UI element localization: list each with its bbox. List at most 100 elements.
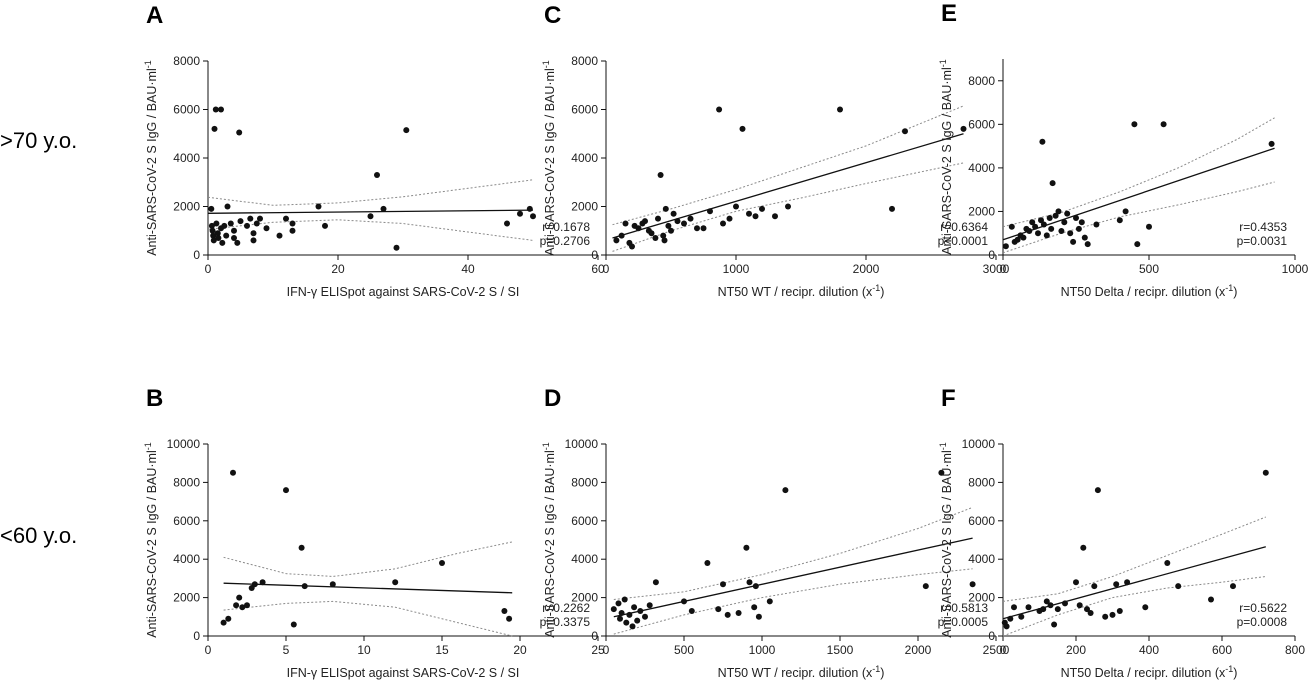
p-value: p=0.0031 <box>1237 234 1288 248</box>
y-tick-label: 6000 <box>571 103 598 117</box>
panel-letter: C <box>544 2 561 29</box>
x-axis-label: NT50 WT / recipr. dilution (x-1) <box>718 283 885 299</box>
row-label-bottom: <60 y.o. <box>0 523 77 548</box>
data-point <box>289 227 296 234</box>
x-axis-label: NT50 WT / recipr. dilution (x-1) <box>718 664 885 680</box>
data-point <box>506 615 513 622</box>
r-value: r=0.1678 <box>542 220 590 234</box>
data-point <box>439 560 445 566</box>
data-point <box>626 611 633 618</box>
data-point <box>221 222 228 229</box>
data-point <box>219 239 226 246</box>
data-point <box>694 225 700 232</box>
data-point <box>504 220 510 227</box>
x-tick-label: 40 <box>461 262 475 276</box>
y-tick-label: 8000 <box>968 74 995 88</box>
data-point <box>374 172 380 178</box>
x-axis-label: NT50 Delta / recipr. dilution (x-1) <box>1061 283 1238 299</box>
data-point <box>244 222 250 229</box>
data-point <box>681 598 687 605</box>
y-tick-label: 2000 <box>571 591 598 605</box>
data-point <box>1109 611 1116 618</box>
data-point <box>530 213 536 220</box>
p-value: p=0.2706 <box>540 234 591 248</box>
y-tick-label: 2000 <box>173 200 200 214</box>
x-tick-label: 3000 <box>983 262 1010 276</box>
data-point <box>1046 215 1053 221</box>
data-point <box>746 579 753 586</box>
data-point <box>720 220 726 227</box>
data-point <box>289 220 296 227</box>
data-point <box>1134 241 1141 248</box>
data-point <box>1014 236 1021 243</box>
data-point <box>283 215 289 222</box>
x-tick-label: 0 <box>205 262 212 276</box>
ci-lower-curve <box>613 568 973 635</box>
r-value: r=0.6364 <box>940 220 988 234</box>
data-point <box>715 606 722 613</box>
x-tick-label: 2500 <box>983 643 1010 657</box>
data-point <box>1122 208 1129 215</box>
data-point <box>733 203 739 210</box>
y-tick-label: 2000 <box>173 591 200 605</box>
data-point <box>1007 615 1014 622</box>
x-tick-label: 5 <box>283 643 290 657</box>
data-point <box>1058 228 1065 234</box>
data-point <box>223 232 230 239</box>
x-tick-label: 1500 <box>827 643 854 657</box>
y-tick-label: 6000 <box>173 103 200 117</box>
data-point <box>785 203 791 210</box>
regression-line <box>1002 147 1275 241</box>
scatter-panel-a: A 0 2000 4000 6000 8000 0 20 40 60 IFN-γ ELISpot a… <box>143 2 605 299</box>
data-point <box>837 106 843 113</box>
data-point <box>1035 230 1041 237</box>
x-tick-label: 800 <box>1285 643 1305 657</box>
data-point <box>743 544 750 551</box>
data-point <box>1160 121 1167 128</box>
data-point <box>960 125 967 132</box>
scatter-panel-b: B 0 2000 4000 6000 8000 10000 0 5 10 15 20 25 IFN-γ E… <box>143 385 605 680</box>
data-point <box>629 623 636 630</box>
data-point <box>234 239 241 246</box>
data-point <box>670 210 677 217</box>
data-point <box>1043 598 1050 605</box>
scatter-panel-f: F 0 2000 4000 6000 8000 10000 0 200 400 600 800 NT50… <box>938 385 1305 680</box>
data-point <box>674 218 681 225</box>
data-point <box>1047 602 1054 609</box>
x-axis-label: IFN-γ ELISpot against SARS-CoV-2 S / SI <box>287 285 520 299</box>
p-value: p=0.3375 <box>540 615 591 629</box>
p-value: p=0.0005 <box>938 615 989 629</box>
data-point <box>367 213 374 220</box>
data-point <box>1070 238 1077 245</box>
data-point <box>726 215 733 222</box>
data-point <box>251 581 258 588</box>
data-point <box>250 230 257 237</box>
data-point <box>1116 217 1123 224</box>
data-point <box>208 222 215 229</box>
data-point <box>652 235 659 241</box>
x-tick-label: 0 <box>1000 643 1007 657</box>
ci-lower-curve <box>207 219 534 241</box>
data-point <box>652 579 659 586</box>
data-point <box>622 220 629 227</box>
x-tick-label: 60 <box>591 262 605 276</box>
x-tick-label: 500 <box>674 643 694 657</box>
data-point <box>1116 608 1123 614</box>
data-point <box>393 244 400 251</box>
y-tick-label: 0 <box>193 629 200 643</box>
y-tick-label: 4000 <box>173 552 200 566</box>
data-point <box>629 243 635 250</box>
data-point <box>214 230 221 237</box>
data-point <box>517 210 523 217</box>
data-point <box>1084 606 1090 613</box>
data-point <box>618 232 625 239</box>
y-axis-label: Anti-SARS-CoV-2 S IgG / BAU·ml-1 <box>143 60 159 256</box>
data-point <box>392 579 399 586</box>
r-value: r=0.5622 <box>1239 601 1287 615</box>
data-point <box>237 218 244 225</box>
data-point <box>1113 581 1120 588</box>
y-axis-label: Anti-SARS-CoV-2 S IgG / BAU·ml-1 <box>143 442 159 638</box>
y-tick-label: 0 <box>591 248 598 262</box>
y-tick-label: 8000 <box>173 54 200 68</box>
data-point <box>322 222 328 229</box>
